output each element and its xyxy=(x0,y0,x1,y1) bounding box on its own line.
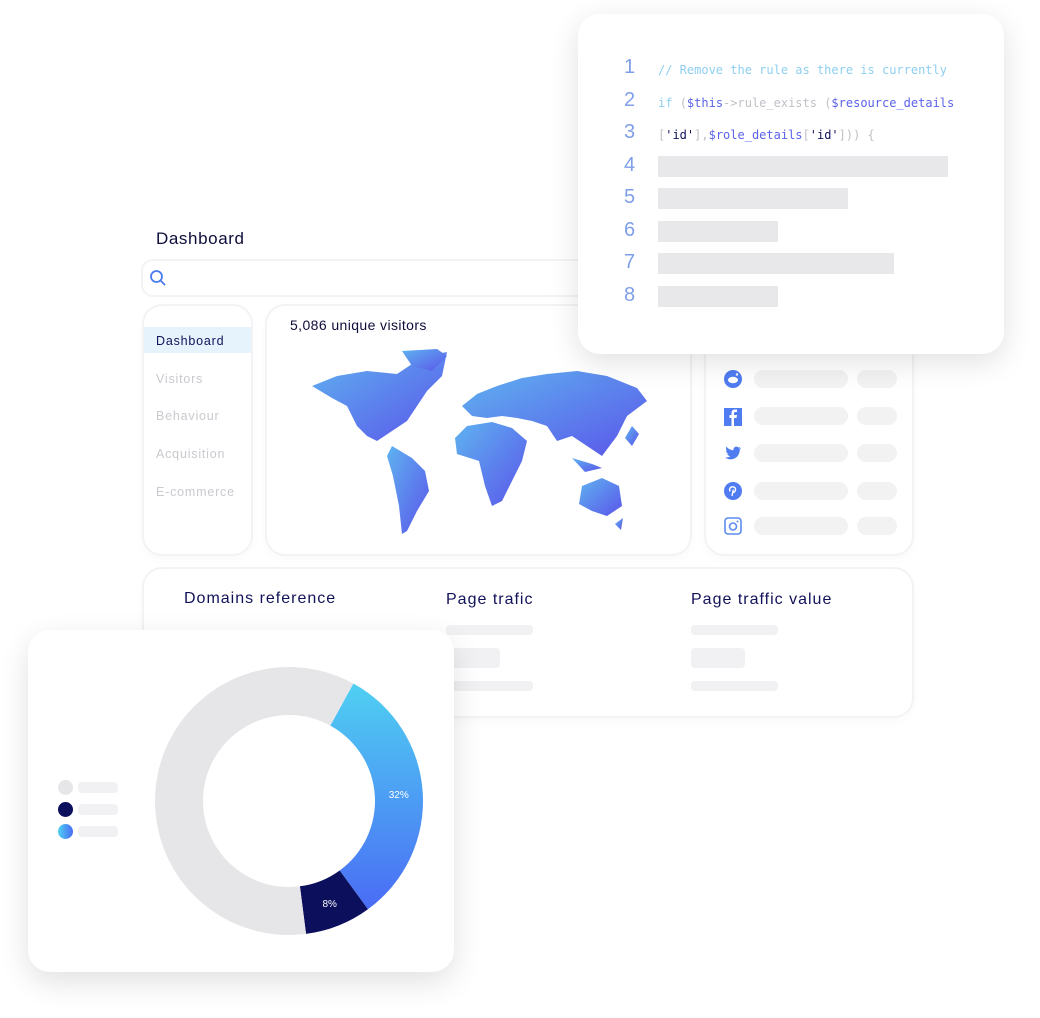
code-token: ], xyxy=(694,128,709,142)
pinterest-icon[interactable] xyxy=(724,482,742,500)
social-card xyxy=(706,330,912,554)
sidebar-item-visitors[interactable]: Visitors xyxy=(156,372,204,386)
code-token: 'id' xyxy=(809,128,839,142)
map-title: 5,086 unique visitors xyxy=(290,317,427,333)
instagram-icon[interactable] xyxy=(724,517,742,535)
facebook-icon[interactable] xyxy=(724,408,742,426)
sidebar-item-dashboard[interactable]: Dashboard xyxy=(144,327,251,353)
code-token: $resource_details xyxy=(831,95,955,110)
legend-dot-navy xyxy=(58,802,73,817)
code-line: // Remove the rule as there is currently xyxy=(658,63,947,77)
world-map xyxy=(312,349,647,534)
page-traffic-value-title: Page traffic value xyxy=(691,591,833,608)
legend-dot-gray xyxy=(58,780,73,795)
twitter-icon[interactable] xyxy=(724,444,742,462)
code-placeholder xyxy=(658,285,778,307)
line-number: 8 xyxy=(624,283,636,306)
donut-chart: 32%8%60% xyxy=(154,667,423,935)
line-number: 1 xyxy=(624,56,636,78)
page-trafic-title: Page trafic xyxy=(446,591,534,608)
donut-segment xyxy=(154,667,354,935)
code-line: if ($this->rule_exists ($resource_detail… xyxy=(658,96,954,110)
page-title: Dashboard xyxy=(156,229,245,248)
code-card: 1 // Remove the rule as there is currentl… xyxy=(578,14,1004,354)
donut-segment xyxy=(330,683,423,910)
line-number: 7 xyxy=(624,251,636,273)
code-token: ( xyxy=(679,95,687,110)
code-token: // Remove the rule as there is currently xyxy=(658,63,947,77)
code-line: ['id'],$role_details['id'])) { xyxy=(658,128,875,142)
code-token: if xyxy=(658,95,680,110)
donut-label: 8% xyxy=(322,899,337,910)
donut-segment xyxy=(299,870,368,934)
code-token: ])) { xyxy=(838,128,875,142)
donut-card: 32%8%60% xyxy=(28,630,454,972)
code-token: [ xyxy=(802,128,810,142)
domains-reference-title: Domains reference xyxy=(184,590,337,607)
line-number: 4 xyxy=(624,153,636,176)
code-placeholder xyxy=(658,220,778,242)
code-token: $this xyxy=(686,95,724,110)
code-placeholder xyxy=(658,155,948,177)
code-token: ->rule_exists ( xyxy=(723,95,832,110)
line-number: 2 xyxy=(624,88,636,111)
reddit-icon[interactable] xyxy=(724,370,742,388)
sidebar: Dashboard Visitors Behaviour Acquisition… xyxy=(144,306,251,554)
sidebar-item-ecommerce[interactable]: E-commerce xyxy=(156,485,235,499)
code-token: 'id' xyxy=(665,128,695,142)
sidebar-item-behaviour[interactable]: Behaviour xyxy=(156,409,220,423)
code-token: [ xyxy=(658,128,666,142)
line-number: 5 xyxy=(624,186,636,208)
search-input[interactable] xyxy=(143,261,613,295)
legend-dot-blue xyxy=(58,824,73,839)
line-number: 3 xyxy=(624,121,636,143)
sidebar-item-acquisition[interactable]: Acquisition xyxy=(156,447,226,461)
code-placeholder xyxy=(658,253,894,274)
line-number: 6 xyxy=(624,218,636,241)
donut-label: 32% xyxy=(389,790,409,801)
code-placeholder xyxy=(658,188,848,209)
code-token: $role_details xyxy=(708,128,803,142)
search-icon xyxy=(150,270,166,286)
